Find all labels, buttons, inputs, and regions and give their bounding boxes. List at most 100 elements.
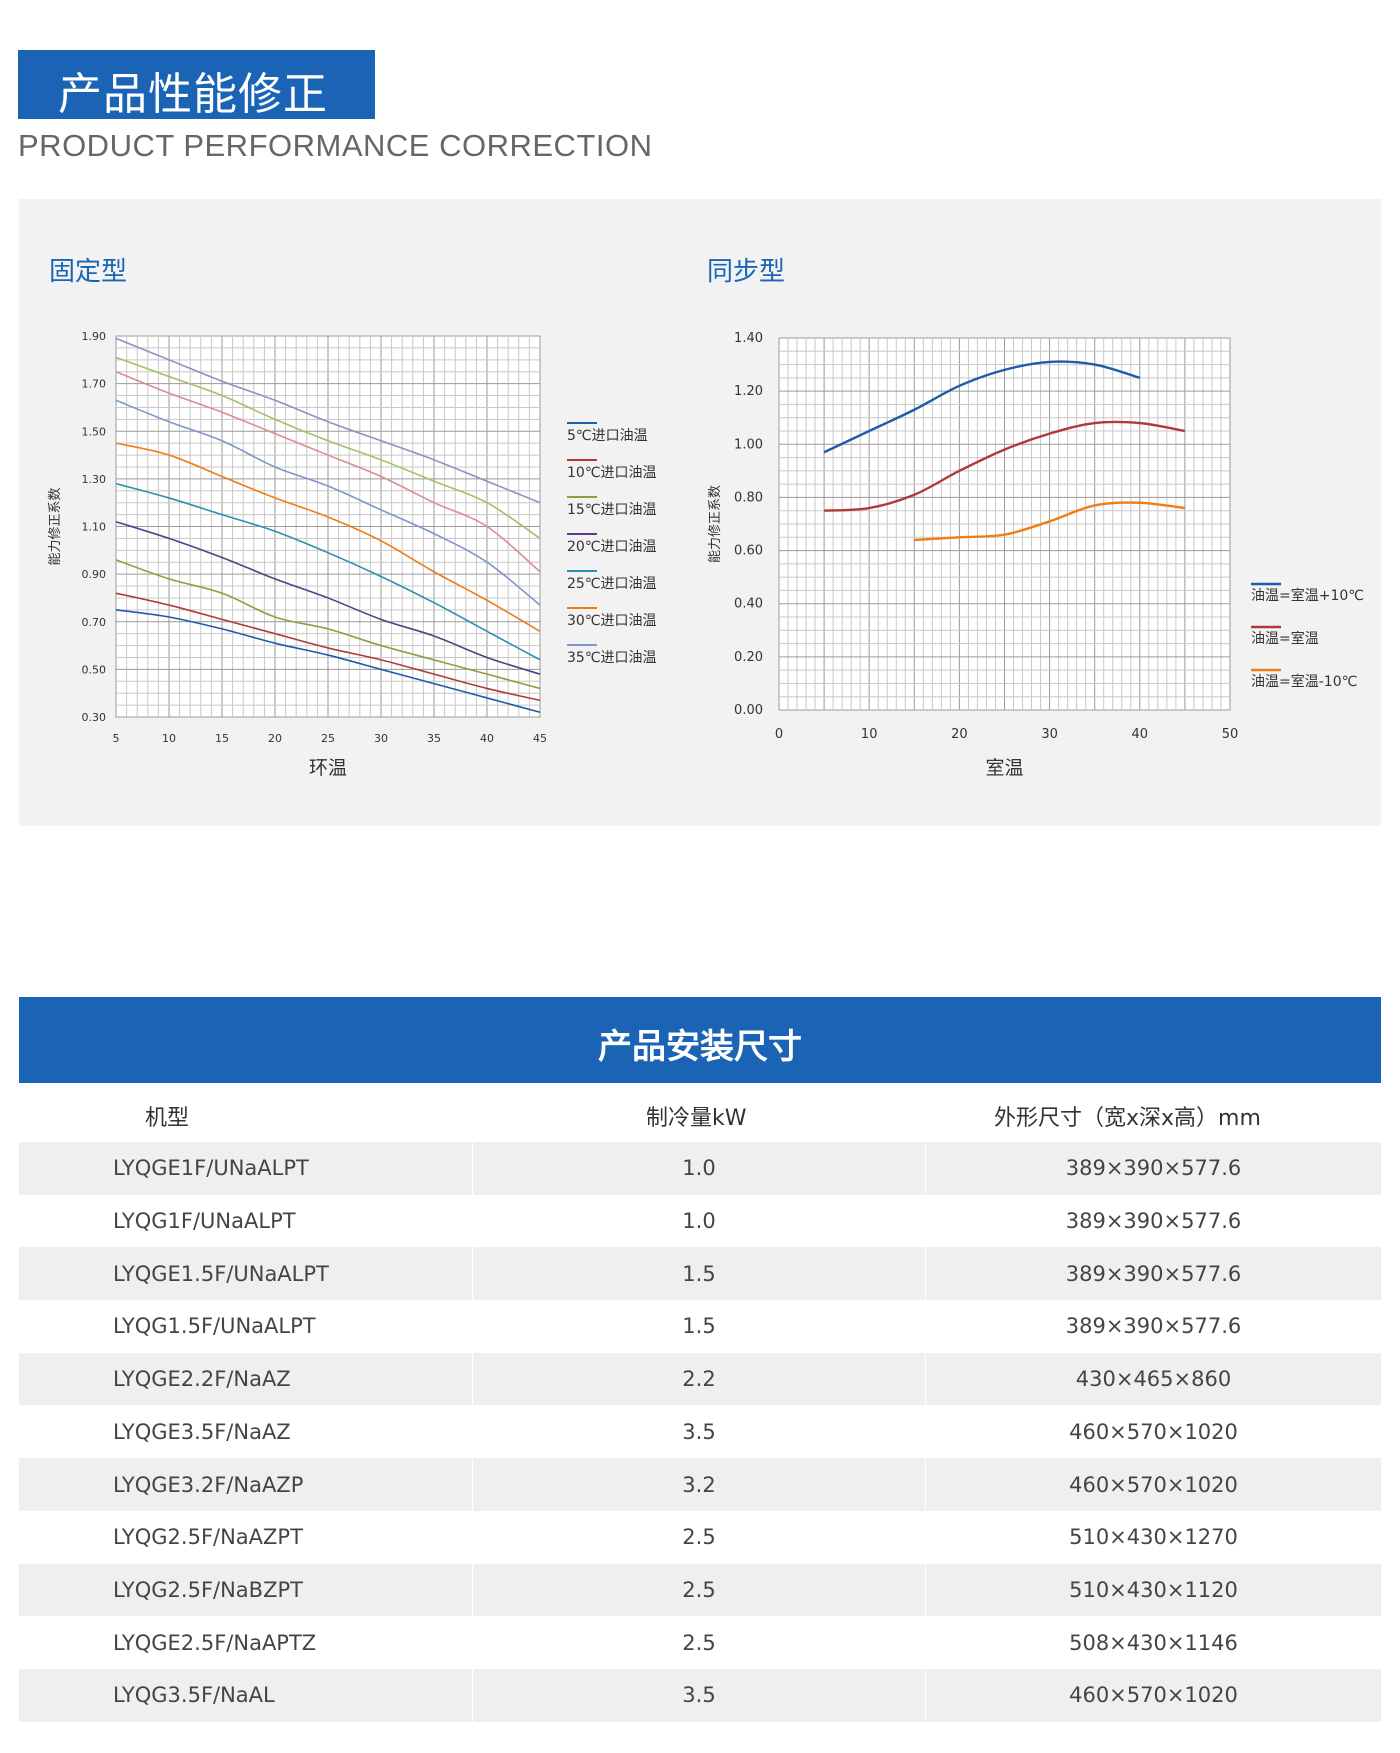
chart-title-fixed: 固定型 (49, 257, 128, 287)
series-line (914, 501, 1186, 542)
y-tick-label: 0.60 (734, 544, 763, 559)
cell-model: LYQGE3.2F/NaAZP (113, 1472, 304, 1497)
cell-capacity: 1.0 (472, 1142, 925, 1195)
x-tick-label: 50 (1222, 727, 1239, 742)
cell-dimensions: 389×390×577.6 (925, 1194, 1381, 1248)
x-tick-label: 40 (1132, 727, 1149, 742)
y-tick-label: 0.00 (734, 703, 763, 718)
cell-model: LYQGE1.5F/UNaALPT (113, 1261, 329, 1286)
series-line (115, 520, 541, 675)
cell-capacity: 3.5 (472, 1405, 925, 1459)
y-axis-label: 能力修正系数 (48, 487, 63, 565)
table-title: 产品安装尺寸 (598, 1027, 802, 1067)
legend-label: 15℃进口油温 (567, 502, 657, 518)
legend-label: 35℃进口油温 (567, 650, 657, 666)
y-tick-label: 0.30 (82, 711, 107, 724)
x-tick-label: 10 (162, 732, 176, 745)
cell-model: LYQG1.5F/UNaALPT (113, 1314, 316, 1339)
cell-dimensions: 510×430×1120 (925, 1563, 1381, 1617)
x-axis-label: 环温 (309, 757, 347, 779)
y-tick-label: 1.20 (734, 384, 763, 399)
table-row: LYQGE2.2F/NaAZ 2.2 430×465×860 (19, 1352, 1381, 1406)
cell-capacity: 3.2 (472, 1458, 925, 1511)
cell-dimensions: 460×570×1020 (925, 1458, 1381, 1511)
cell-dimensions: 389×390×577.6 (925, 1300, 1381, 1353)
x-tick-label: 10 (861, 727, 878, 742)
cell-dimensions: 460×570×1020 (925, 1405, 1381, 1459)
y-tick-label: 0.80 (734, 490, 763, 505)
y-tick-label: 1.90 (82, 330, 107, 343)
series-line (115, 559, 541, 690)
legend-label: 油温=室温-10℃ (1251, 673, 1357, 690)
chart-panel: 固定型 同步型 0.30 0.50 0.70 0.90 1.10 1.30 1.50 1.70… (19, 199, 1381, 826)
cell-capacity: 2.5 (472, 1563, 925, 1617)
cell-dimensions: 510×430×1270 (925, 1510, 1381, 1564)
cell-dimensions: 389×390×577.6 (925, 1247, 1381, 1301)
table-row: LYQGE3.2F/NaAZP 3.2 460×570×1020 (19, 1458, 1381, 1511)
series-line (115, 370, 541, 573)
y-axis-label: 能力修正系数 (708, 485, 723, 563)
cell-capacity: 1.5 (472, 1300, 925, 1353)
column-header-capacity: 制冷量kW (646, 1106, 747, 1131)
table-title-bar: 产品安装尺寸 (19, 997, 1381, 1083)
y-tick-label: 1.10 (82, 521, 107, 534)
y-tick-label: 0.70 (82, 616, 107, 629)
cell-dimensions: 430×465×860 (925, 1352, 1381, 1406)
series-line (115, 609, 541, 714)
charts-canvas: 0.30 0.50 0.70 0.90 1.10 1.30 1.50 1.70 1.90 5 10 1… (48, 330, 1364, 779)
column-header-dimensions: 外形尺寸（宽x深x高）mm (994, 1106, 1261, 1131)
cell-model: LYQG2.5F/NaAZPT (113, 1525, 303, 1550)
section-title: 产品性能修正 (58, 69, 328, 120)
table-row: LYQG2.5F/NaBZPT 2.5 510×430×1120 (19, 1563, 1381, 1617)
table-row: LYQGE1F/UNaALPT 1.0 389×390×577.6 (19, 1142, 1381, 1195)
legend-label: 5℃进口油温 (567, 428, 648, 444)
y-tick-label: 0.20 (734, 650, 763, 665)
y-tick-label: 0.50 (82, 663, 107, 676)
cell-model: LYQGE1F/UNaALPT (113, 1156, 309, 1181)
legend-label: 10℃进口油温 (567, 465, 657, 481)
cell-capacity: 1.0 (472, 1194, 925, 1248)
cell-dimensions: 460×570×1020 (925, 1669, 1381, 1722)
cell-model: LYQGE2.2F/NaAZ (113, 1367, 291, 1392)
x-tick-label: 0 (775, 727, 783, 742)
series-line (823, 360, 1141, 454)
table-row: LYQGE2.5F/NaAPTZ 2.5 508×430×1146 (19, 1616, 1381, 1669)
cell-capacity: 2.5 (472, 1616, 925, 1669)
y-tick-label: 1.70 (82, 378, 107, 391)
cell-capacity: 2.5 (472, 1510, 925, 1564)
legend-label: 30℃进口油温 (567, 613, 657, 629)
x-tick-label: 25 (321, 732, 335, 745)
table-row: LYQGE1.5F/UNaALPT 1.5 389×390×577.6 (19, 1247, 1381, 1301)
legend-label: 油温=室温+10℃ (1251, 587, 1364, 604)
x-tick-label: 35 (427, 732, 441, 745)
cell-model: LYQGE2.5F/NaAPTZ (113, 1630, 317, 1655)
table-row: LYQG2.5F/NaAZPT 2.5 510×430×1270 (19, 1510, 1381, 1564)
cell-dimensions: 508×430×1146 (925, 1616, 1381, 1669)
x-tick-label: 30 (1041, 727, 1058, 742)
table-column-headers: 机型 制冷量kW 外形尺寸（宽x深x高）mm (19, 1083, 1381, 1142)
section-subtitle: PRODUCT PERFORMANCE CORRECTION (18, 128, 653, 163)
table-row: LYQG3.5F/NaAL 3.5 460×570×1020 (19, 1669, 1381, 1722)
x-tick-label: 20 (268, 732, 282, 745)
series-line (115, 592, 541, 702)
section-title-box: 产品性能修正 (18, 50, 375, 120)
legend-label: 油温=室温 (1251, 630, 1319, 647)
chart-title-sync: 同步型 (707, 257, 786, 287)
legend-label: 25℃进口油温 (567, 576, 657, 592)
table-row: LYQG1F/UNaALPT 1.0 389×390×577.6 (19, 1194, 1381, 1248)
x-tick-label: 20 (951, 727, 968, 742)
cell-model: LYQGE3.5F/NaAZ (113, 1419, 291, 1444)
cell-capacity: 3.5 (472, 1669, 925, 1722)
series-line (115, 482, 541, 661)
y-tick-label: 1.00 (734, 437, 763, 452)
x-tick-label: 45 (533, 732, 547, 745)
x-tick-label: 15 (215, 732, 229, 745)
legend-label: 20℃进口油温 (567, 539, 657, 555)
table-row: LYQGE3.5F/NaAZ 3.5 460×570×1020 (19, 1405, 1381, 1459)
table-row: LYQG1.5F/UNaALPT 1.5 389×390×577.6 (19, 1300, 1381, 1353)
cell-model: LYQG2.5F/NaBZPT (113, 1577, 303, 1602)
series-line (115, 442, 541, 632)
series-line (115, 337, 541, 504)
cell-dimensions: 389×390×577.6 (925, 1142, 1381, 1195)
cell-capacity: 2.2 (472, 1352, 925, 1406)
